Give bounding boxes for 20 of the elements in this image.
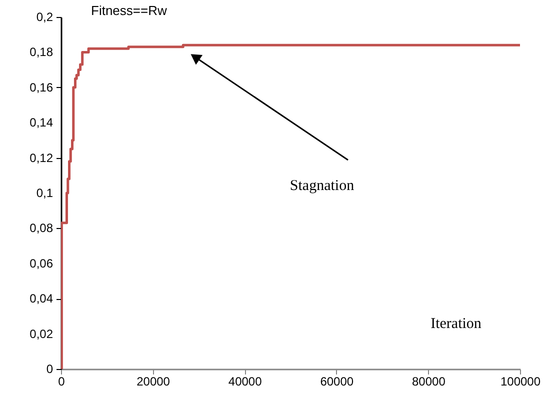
- y-tick-label: 0,12: [30, 150, 54, 165]
- y-tick-label: 0,1: [36, 186, 54, 200]
- x-tick-label: 100000: [500, 374, 541, 388]
- y-tick-label: 0,16: [30, 80, 54, 94]
- y-tick-label: 0: [46, 362, 54, 376]
- x-axis-title: Iteration: [430, 316, 482, 332]
- x-tick-label: 20000: [136, 374, 170, 388]
- y-axis-title: Fitness==Rw: [91, 3, 168, 18]
- y-tick-label: 0,04: [30, 292, 54, 306]
- x-tick-label: 40000: [228, 374, 262, 388]
- x-tick-label: 60000: [320, 374, 354, 388]
- y-tick-label: 0,18: [30, 45, 54, 60]
- y-tick-label: 0,02: [30, 326, 54, 341]
- y-tick-label: 0,14: [30, 116, 54, 130]
- y-tick-label: 0,06: [30, 256, 54, 270]
- annotation: Stagnation: [290, 178, 355, 194]
- x-tick-label: 80000: [412, 374, 446, 388]
- y-tick-label: 0,08: [30, 221, 54, 236]
- x-tick-label: 0: [58, 374, 66, 388]
- y-tick-label: 0,2: [36, 10, 54, 24]
